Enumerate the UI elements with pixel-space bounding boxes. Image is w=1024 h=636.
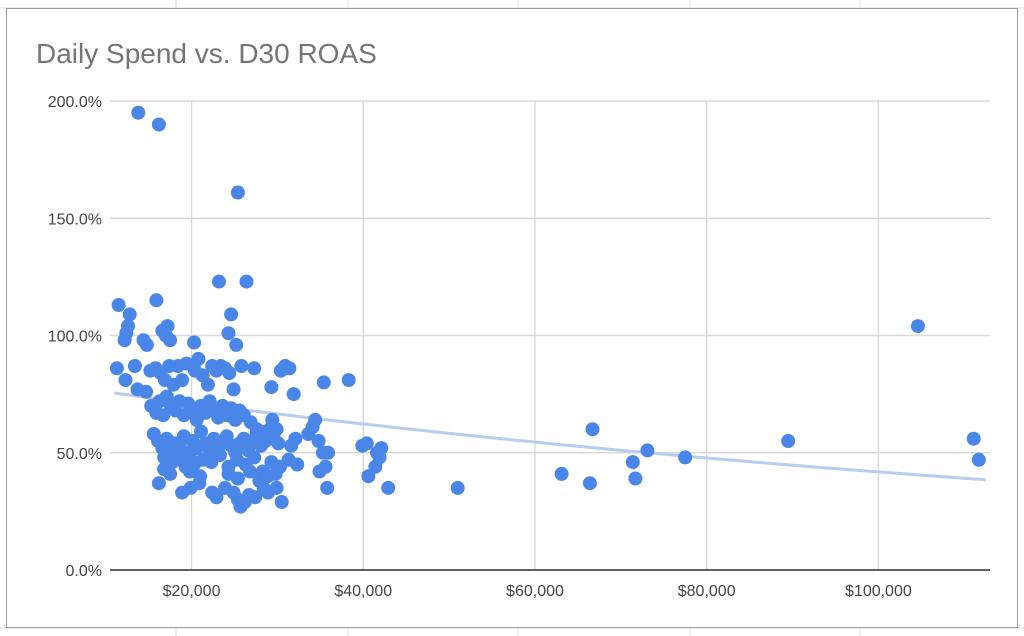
data-point[interactable] [131,105,146,120]
data-point[interactable] [585,422,600,437]
data-point[interactable] [127,359,142,373]
data-point[interactable] [678,450,693,465]
data-point[interactable] [111,298,126,312]
data-point[interactable] [554,466,569,481]
y-tick-label: 150.0% [48,211,102,228]
data-point[interactable] [282,361,297,376]
chart-title: Daily Spend vs. D30 ROAS [36,38,377,69]
data-point[interactable] [288,431,303,446]
data-point[interactable] [221,326,236,341]
data-point[interactable] [966,431,981,446]
data-point[interactable] [122,307,137,322]
data-point[interactable] [224,307,239,322]
x-tick-label: $100,000 [845,583,912,600]
trendline-layer [114,391,986,482]
x-tick-label: $80,000 [678,583,736,600]
data-point[interactable] [230,185,245,200]
data-point[interactable] [450,480,465,495]
data-point[interactable] [209,490,224,505]
data-point[interactable] [139,337,154,352]
data-point[interactable] [151,117,166,132]
y-tick-label: 100.0% [48,329,102,346]
data-point[interactable] [187,335,202,350]
data-point[interactable] [971,452,986,467]
data-point[interactable] [308,412,323,427]
data-point[interactable] [372,450,387,465]
data-point[interactable] [234,359,249,373]
data-point[interactable] [175,373,190,388]
data-point[interactable] [910,319,925,334]
chart-panel[interactable] [6,8,1018,628]
data-point[interactable] [359,436,374,451]
y-tick-label: 0.0% [66,563,102,580]
data-point[interactable] [200,377,215,392]
data-point[interactable] [247,450,262,465]
data-point[interactable] [230,471,245,486]
data-point[interactable] [781,434,796,448]
data-point[interactable] [628,471,643,486]
data-point[interactable] [151,476,166,491]
x-tick-label: $60,000 [506,583,564,600]
data-point[interactable] [109,361,124,376]
data-point[interactable] [192,476,207,491]
data-point[interactable] [163,466,178,481]
data-point[interactable] [229,337,244,352]
data-point[interactable] [212,274,226,289]
data-point[interactable] [156,408,171,423]
data-point[interactable] [640,443,655,458]
data-point[interactable] [247,361,262,376]
data-point[interactable] [316,375,331,390]
x-tick-label: $20,000 [163,583,221,600]
data-point[interactable] [194,424,208,439]
data-point[interactable] [158,328,173,343]
data-point[interactable] [117,333,132,348]
data-point[interactable] [269,480,284,495]
data-point[interactable] [239,274,254,289]
data-point[interactable] [271,436,286,451]
data-point[interactable] [222,366,237,380]
data-point[interactable] [274,495,289,509]
trendline [114,391,986,482]
data-point[interactable] [311,434,326,448]
data-point[interactable] [290,457,305,472]
data-point[interactable] [321,445,336,460]
x-tick-label: $40,000 [334,583,392,600]
tick-labels: 0.0% 50.0% 100.0% 150.0% 200.0% $20,000 $40,00… [48,94,912,600]
data-point[interactable] [212,448,227,463]
data-points [109,105,986,514]
data-point[interactable] [191,351,206,366]
data-point[interactable] [149,293,164,308]
data-point[interactable] [226,382,241,397]
y-tick-label: 200.0% [48,94,102,111]
data-point[interactable] [118,373,133,388]
data-point[interactable] [320,480,335,495]
data-point[interactable] [264,380,279,395]
data-point[interactable] [582,476,597,491]
data-point[interactable] [381,480,396,495]
y-tick-label: 50.0% [57,446,102,463]
data-point[interactable] [318,459,333,474]
data-point[interactable] [268,466,283,481]
data-point[interactable] [625,455,640,470]
data-point[interactable] [248,490,263,505]
data-point[interactable] [286,387,301,402]
data-point[interactable] [341,373,356,388]
data-point[interactable] [139,384,154,399]
data-point[interactable] [242,464,257,479]
